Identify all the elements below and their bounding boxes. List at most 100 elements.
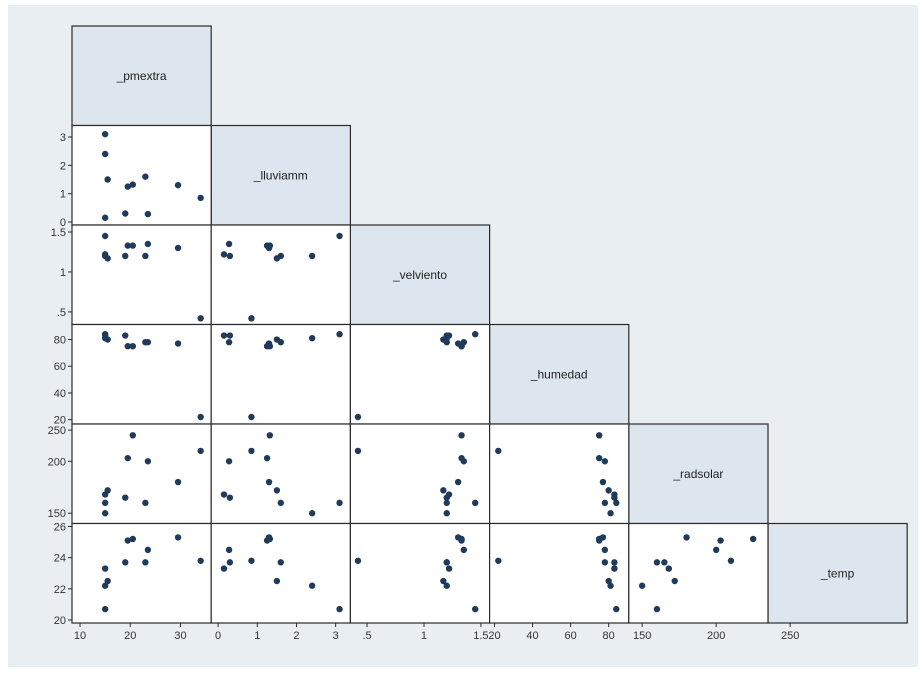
x-tick-label: 40 (526, 630, 538, 642)
y-tick-label: 60 (54, 361, 66, 373)
variable-label: _lluviamm (253, 168, 308, 182)
data-point (144, 546, 152, 554)
data-point (265, 340, 273, 347)
data-point (472, 605, 479, 613)
data-point (495, 557, 502, 564)
data-point (749, 535, 757, 543)
data-point (220, 491, 228, 498)
data-point (101, 214, 109, 221)
y-tick-label: .5 (57, 307, 66, 319)
data-point (601, 546, 609, 554)
y-tick-label: 40 (54, 388, 66, 400)
scatter-cell (349, 522, 491, 624)
data-point (354, 447, 362, 455)
data-point (197, 557, 204, 564)
y-tick-label: 20 (54, 415, 66, 427)
data-point (197, 194, 204, 202)
y-tick-label: 26 (54, 522, 66, 534)
data-point (443, 559, 450, 566)
x-tick-label: 60 (564, 630, 576, 642)
data-point (308, 252, 316, 260)
data-point (653, 559, 661, 566)
data-point (443, 510, 450, 517)
y-tick-label: 150 (48, 508, 66, 520)
data-point (607, 510, 614, 517)
y-tick-label: 24 (54, 553, 66, 565)
data-point (265, 244, 273, 252)
data-point (460, 458, 468, 465)
data-point (101, 605, 109, 613)
data-point (248, 315, 255, 322)
data-point (226, 559, 234, 566)
data-point (220, 565, 228, 572)
data-point (122, 559, 129, 566)
data-point (273, 577, 281, 585)
data-point (144, 240, 152, 248)
x-tick-label: 250 (781, 630, 799, 642)
data-point (601, 499, 609, 507)
data-point (144, 338, 152, 346)
scatter-cell (628, 522, 769, 624)
data-point (101, 251, 109, 258)
x-tick-label: 200 (707, 630, 725, 642)
data-point (599, 478, 607, 486)
data-point (144, 210, 152, 218)
data-point (308, 510, 316, 517)
data-point (174, 340, 182, 347)
data-point (122, 332, 129, 339)
y-tick-label: 80 (54, 335, 66, 347)
data-point (665, 565, 672, 572)
data-point (495, 447, 502, 455)
data-point (101, 499, 109, 507)
scatter-cell (489, 522, 630, 624)
x-tick-label: 80 (603, 630, 615, 642)
x-tick-label: 1.5 (473, 630, 488, 642)
data-point (225, 338, 233, 346)
data-point (308, 582, 316, 589)
data-point (142, 499, 149, 507)
data-point (101, 130, 109, 138)
data-point (142, 559, 149, 566)
data-point (443, 582, 450, 589)
data-point (144, 458, 152, 465)
x-tick-label: 150 (633, 630, 651, 642)
data-point (226, 252, 234, 260)
scatter-cell (71, 224, 212, 326)
scatter-cell (349, 323, 491, 425)
data-point (174, 478, 182, 486)
scatter-cell (349, 423, 491, 525)
x-tick-label: 1 (254, 630, 260, 642)
scatter-cell (71, 124, 212, 226)
data-point (122, 210, 129, 217)
variable-label: _humedad (530, 367, 588, 381)
data-point (101, 150, 109, 158)
data-point (122, 494, 129, 501)
data-point (595, 432, 603, 439)
data-point (611, 565, 618, 572)
data-point (129, 343, 137, 350)
data-point (638, 582, 646, 589)
scatter-cell (71, 423, 212, 525)
data-point (440, 487, 447, 494)
data-point (611, 559, 618, 566)
data-point (458, 432, 465, 439)
y-tick-label: 22 (54, 584, 66, 596)
data-point (460, 546, 468, 554)
data-point (443, 494, 450, 501)
data-point (226, 332, 234, 339)
data-point (354, 413, 362, 421)
scatter-cell (210, 423, 351, 525)
y-tick-label: 2 (60, 160, 66, 172)
variable-label: _velviento (392, 268, 447, 282)
data-point (124, 343, 131, 350)
data-point (454, 478, 462, 486)
data-point (174, 244, 182, 252)
data-point (265, 478, 273, 486)
scatter-cell (489, 423, 630, 525)
data-point (101, 565, 109, 572)
data-point (277, 499, 284, 507)
data-point (265, 534, 273, 541)
data-point (266, 432, 274, 439)
data-point (445, 565, 453, 572)
data-point (443, 332, 450, 339)
